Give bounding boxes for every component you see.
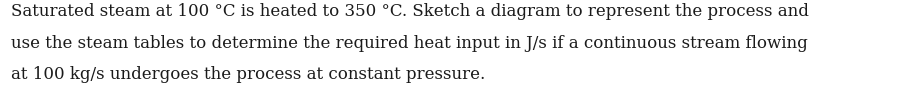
Text: use the steam tables to determine the required heat input in J/s if a continuous: use the steam tables to determine the re… bbox=[11, 34, 807, 52]
Text: at 100 kg/s undergoes the process at constant pressure.: at 100 kg/s undergoes the process at con… bbox=[11, 66, 484, 83]
Text: Saturated steam at 100 °C is heated to 350 °C. Sketch a diagram to represent the: Saturated steam at 100 °C is heated to 3… bbox=[11, 3, 808, 20]
